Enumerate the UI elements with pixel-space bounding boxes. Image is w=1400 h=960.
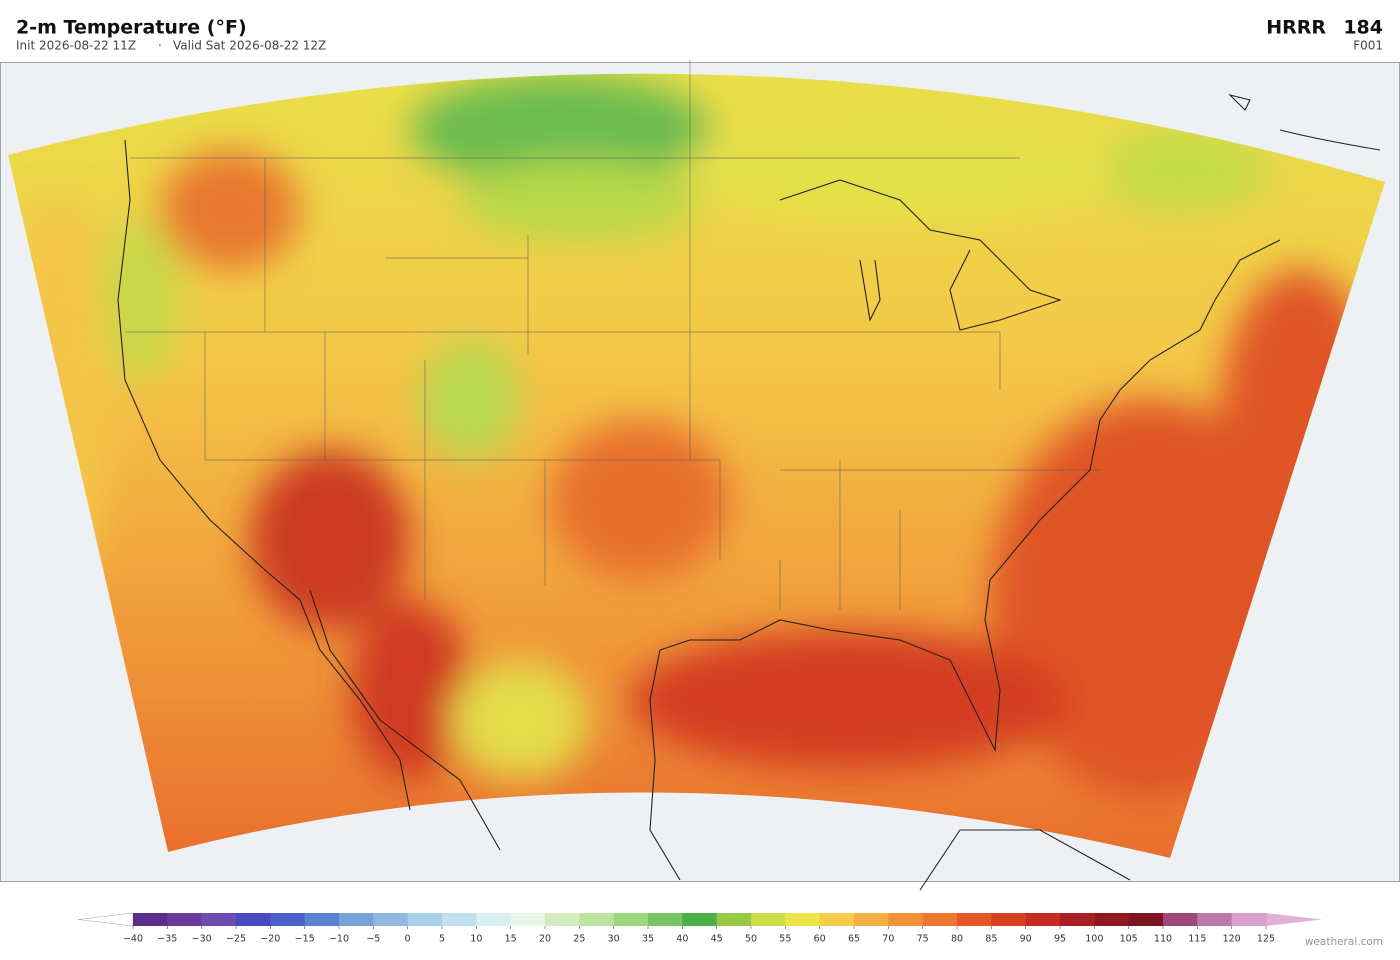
colorbar-tick-label: 30 bbox=[608, 934, 620, 945]
colorbar-tick-label: −20 bbox=[260, 934, 280, 945]
colorbar-tick-label: 110 bbox=[1154, 934, 1172, 945]
colorbar-bin bbox=[991, 913, 1027, 926]
colorbar-tick-label: 15 bbox=[505, 934, 517, 945]
colorbar-bin bbox=[339, 913, 374, 926]
colorbar-tick-label: 0 bbox=[405, 934, 411, 945]
colorbar-tick-label: 45 bbox=[711, 934, 723, 945]
colorbar-tick-label: 50 bbox=[745, 934, 757, 945]
colorbar-bin bbox=[1163, 913, 1198, 926]
colorbar-bin bbox=[545, 913, 580, 926]
colorbar-tick-label: 10 bbox=[470, 934, 482, 945]
colorbar-tick-label: −30 bbox=[192, 934, 212, 945]
colorbar-tick-label: 40 bbox=[676, 934, 688, 945]
colorbar-tick-label: 70 bbox=[882, 934, 894, 945]
colorbar-tick-label: −25 bbox=[226, 934, 246, 945]
map bbox=[0, 60, 1400, 891]
colorbar-tick-label: 25 bbox=[573, 934, 585, 945]
init-time: Init 2026-08-22 11Z bbox=[16, 39, 136, 53]
colorbar-bin bbox=[476, 913, 512, 926]
colorbar-tick-label: −15 bbox=[295, 934, 315, 945]
colorbar-tick-label: 85 bbox=[985, 934, 997, 945]
temperature-field bbox=[8, 73, 1385, 858]
forecast-hour: F001 bbox=[1353, 39, 1383, 53]
title: 2-m Temperature (°F) bbox=[16, 17, 247, 39]
colorbar-bin bbox=[888, 913, 924, 926]
valid-time: Valid Sat 2026-08-22 12Z bbox=[173, 39, 326, 53]
colorbar-tick-label: 20 bbox=[539, 934, 551, 945]
colorbar-bin bbox=[751, 913, 786, 926]
colorbar-bin bbox=[957, 913, 992, 926]
colorbar-tick-label: −40 bbox=[123, 934, 143, 945]
colorbar-bin bbox=[613, 913, 649, 926]
colorbar-tick-label: 80 bbox=[951, 934, 963, 945]
colorbar-bin bbox=[922, 913, 958, 926]
colorbar-bin bbox=[854, 913, 889, 926]
colorbar-bin bbox=[304, 913, 340, 926]
colorbar-over bbox=[1266, 913, 1322, 926]
colorbar-bin bbox=[819, 913, 855, 926]
colorbar-tick-label: 100 bbox=[1085, 934, 1103, 945]
colorbar-bin bbox=[236, 913, 271, 926]
colorbar-bin bbox=[201, 913, 237, 926]
colorbar-tick-label: 55 bbox=[779, 934, 791, 945]
colorbar-bin bbox=[716, 913, 752, 926]
colorbar-tick-label: 75 bbox=[917, 934, 929, 945]
colorbar-bin bbox=[133, 913, 168, 926]
colorbar-bin bbox=[648, 913, 683, 926]
colorbar-bin bbox=[167, 913, 203, 926]
colorbar-tick-label: 125 bbox=[1257, 934, 1275, 945]
colorbar-tick-label: 90 bbox=[1020, 934, 1032, 945]
colorbar-tick-label: 120 bbox=[1223, 934, 1241, 945]
watermark: weatherai.com bbox=[1305, 936, 1383, 948]
colorbar-bin bbox=[510, 913, 546, 926]
separator: · bbox=[158, 39, 162, 53]
colorbar-under bbox=[77, 912, 134, 927]
colorbar-tick-label: −35 bbox=[157, 934, 177, 945]
colorbar-bin bbox=[1128, 913, 1164, 926]
colorbar-tick-label: 60 bbox=[814, 934, 826, 945]
colorbar-tick-label: 115 bbox=[1188, 934, 1206, 945]
colorbar-bin bbox=[373, 913, 409, 926]
colorbar-tick-label: 105 bbox=[1120, 934, 1138, 945]
colorbar-bin bbox=[682, 913, 718, 926]
colorbar-tick-label: 95 bbox=[1054, 934, 1066, 945]
model-name: HRRR bbox=[1266, 17, 1326, 39]
colorbar-bin bbox=[1025, 913, 1061, 926]
colorbar-tick-label: −10 bbox=[329, 934, 349, 945]
model-run: 184 bbox=[1343, 17, 1383, 39]
colorbar-bin bbox=[1060, 913, 1095, 926]
colorbar-tick-label: −5 bbox=[366, 934, 380, 945]
colorbar-tick-label: 35 bbox=[642, 934, 654, 945]
colorbar-bin bbox=[1094, 913, 1130, 926]
colorbar-bin bbox=[442, 913, 477, 926]
colorbar-tick-label: 65 bbox=[848, 934, 860, 945]
colorbar-bin bbox=[270, 913, 306, 926]
colorbar-bin bbox=[407, 913, 443, 926]
colorbar-bin bbox=[1231, 913, 1267, 926]
colorbar-tick-label: 5 bbox=[439, 934, 445, 945]
colorbar-bin bbox=[1197, 913, 1233, 926]
colorbar-bin bbox=[785, 913, 821, 926]
colorbar: −40 −35 −30 −25 −20 −15 −10 −5 0 5 10 15 20 25 30 35 40 4… bbox=[77, 912, 1322, 945]
colorbar-bin bbox=[579, 913, 615, 926]
